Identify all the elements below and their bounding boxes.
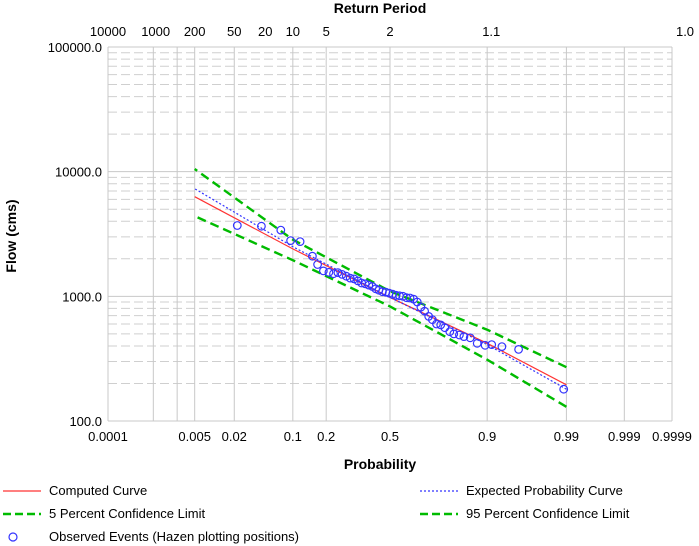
observed-point [455,330,464,340]
x-axis-title: Probability [344,456,417,472]
observed-point [308,251,317,261]
x-tick-label: 0.999 [608,429,641,444]
legend-item-observed: Observed Events (Hazen plotting position… [3,529,299,544]
top-tick-label: 10 [286,24,300,39]
legend-item-expected: Expected Probability Curve [420,483,623,498]
legend-item-computed: Computed Curve [3,483,147,498]
observed-point [465,333,475,343]
observed-point [472,338,482,348]
x-tick-label: 0.2 [317,429,335,444]
x-tick-label: 0.02 [222,429,247,444]
observed-point [313,260,323,269]
legend: Computed Curve 5 Percent Confidence Limi… [0,478,699,546]
legend-swatch-computed [3,489,41,492]
x-tick-label: 0.0001 [88,429,128,444]
observed-point [257,221,266,231]
x-tick-label: 0.5 [381,429,399,444]
legend-label-conf5: 5 Percent Confidence Limit [49,506,206,521]
top-tick-label: 1.1 [482,24,500,39]
grid-layer [107,46,673,422]
legend-item-conf95: 95 Percent Confidence Limit [420,506,629,521]
top-tick-label: 5 [323,24,330,39]
observed-point [319,266,328,276]
legend-swatch-observed [8,531,18,542]
top-tick-label: 200 [184,24,206,39]
frequency-curve-chart: 0.9999 0.999 0.99 0.9 0.5 0.2 0.1 0.02 0.005 0.00… [3,0,694,472]
x-tick-label: 0.1 [284,429,302,444]
observed-point [295,237,305,247]
observed-point [480,340,490,350]
x-tick-label: 0.005 [178,429,211,444]
observed-point [341,271,351,281]
observed-point [398,291,408,301]
y-tick-label: 100000.0 [48,40,102,55]
top-tick-label: 1.0 [676,24,694,39]
observed-points-layer [232,221,569,394]
tick-label-layer: 0.9999 0.999 0.99 0.9 0.5 0.2 0.1 0.02 0.005 0.00… [48,24,694,444]
observed-point [333,268,343,278]
observed-point [514,345,523,354]
x-tick-label: 0.9 [478,429,496,444]
top-tick-label: 2 [386,24,393,39]
top-tick-label: 10000 [90,24,126,39]
y-tick-label: 100.0 [69,414,102,429]
legend-swatch-conf95 [420,512,458,515]
top-tick-label: 1000 [141,24,170,39]
top-tick-label: 50 [227,24,241,39]
observed-point [286,236,296,246]
observed-point [559,384,569,394]
legend-item-conf5: 5 Percent Confidence Limit [3,506,205,521]
observed-point [324,267,334,277]
series-line-2 [193,168,567,369]
series-line-0 [194,196,567,386]
observed-point [459,332,469,342]
observed-point [360,279,370,289]
observed-point [487,340,497,350]
top-axis-title: Return Period [334,0,427,16]
top-tick-label: 20 [258,24,272,39]
observed-point [337,270,347,279]
legend-label-expected: Expected Probability Curve [466,483,623,498]
y-tick-label: 10000.0 [55,165,102,180]
y-axis-title: Flow (cms) [3,199,19,272]
observed-point [436,320,446,330]
observed-point [349,274,359,284]
observed-point [329,269,338,279]
series-line-3 [194,215,568,408]
series-line-1 [194,188,567,390]
legend-swatch-expected [420,489,458,492]
y-tick-label: 1000.0 [62,289,102,304]
observed-point [497,342,507,352]
legend-label-conf95: 95 Percent Confidence Limit [466,506,630,521]
legend-label-observed: Observed Events (Hazen plotting position… [49,529,300,544]
legend-label-computed: Computed Curve [49,483,148,498]
observed-point [276,225,286,235]
x-tick-label: 0.99 [554,429,579,444]
x-tick-label: 0.9999 [652,429,692,444]
observed-point [232,221,242,230]
legend-swatch-conf5 [3,512,41,515]
